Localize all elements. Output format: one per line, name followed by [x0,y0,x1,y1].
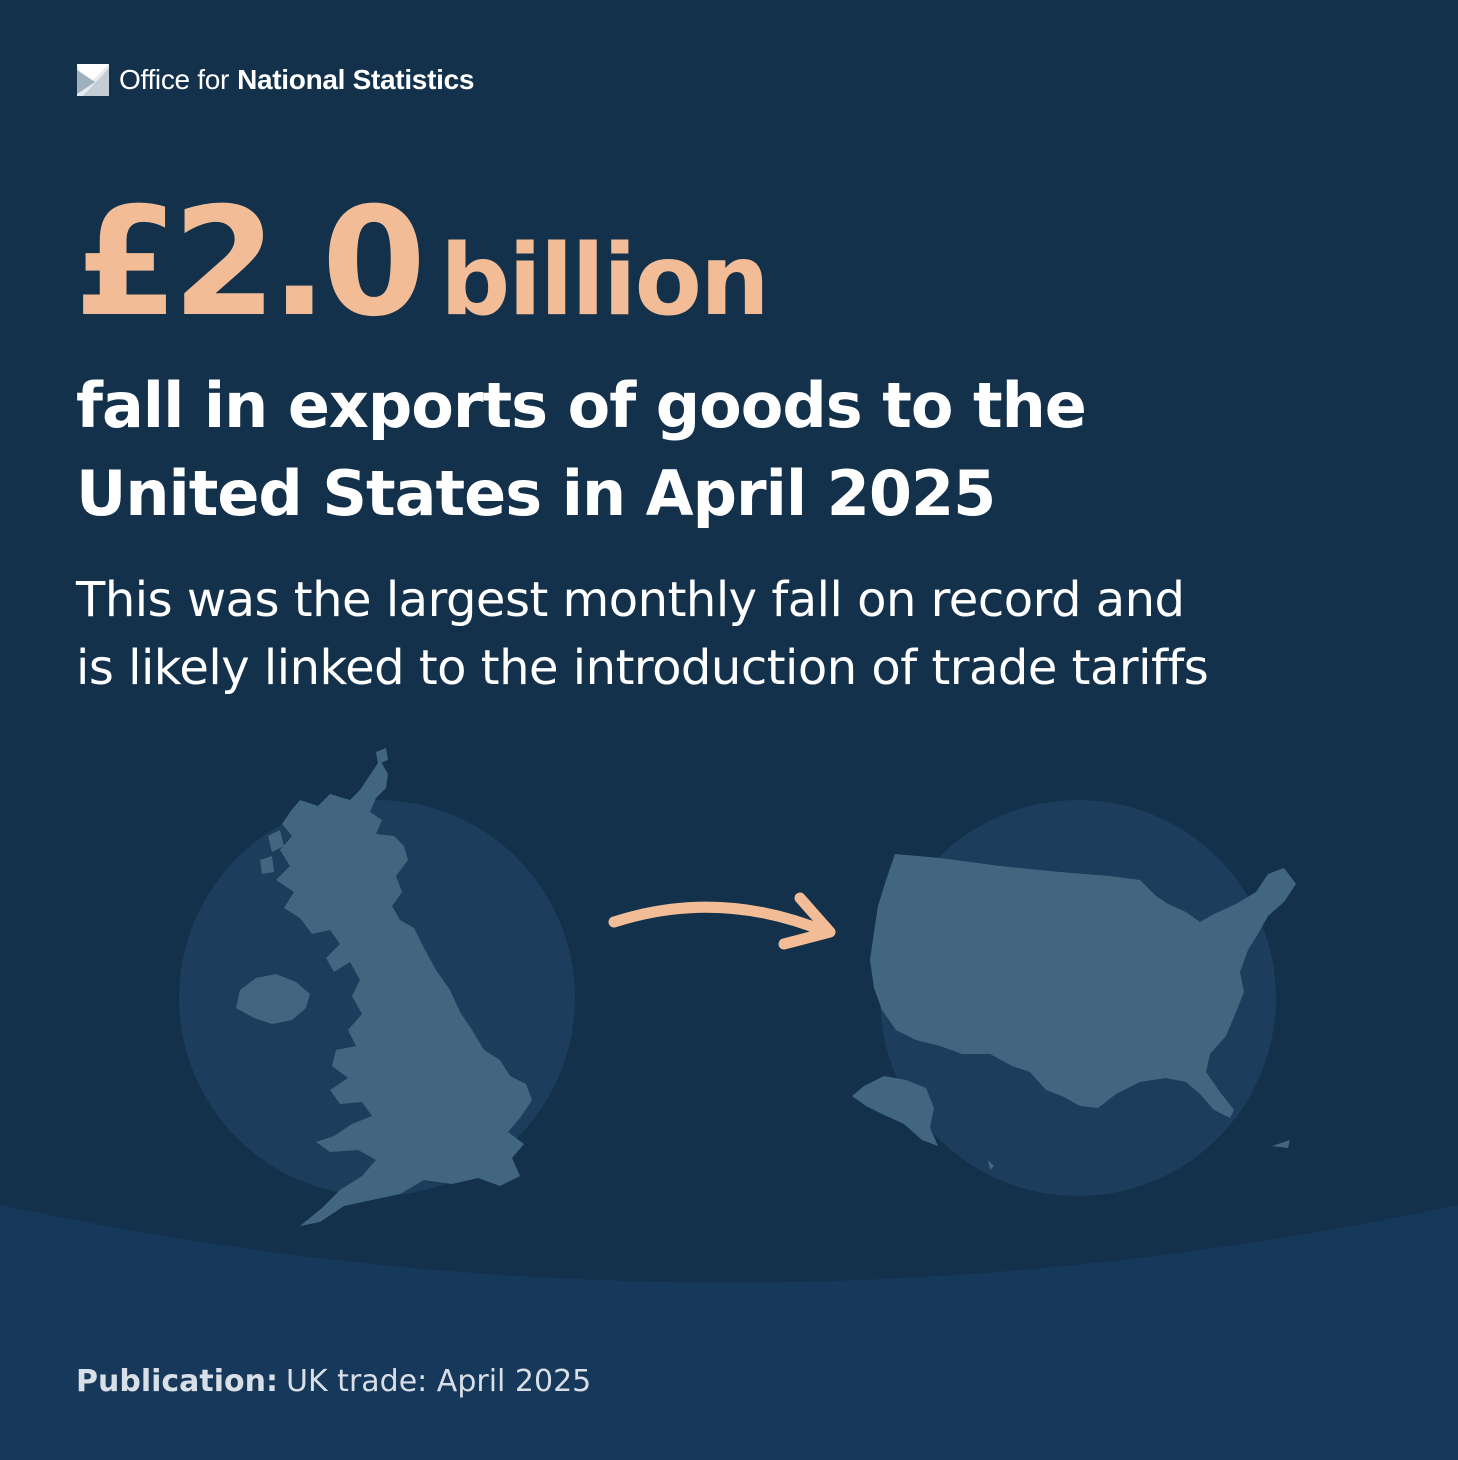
headline-line-2: United States in April 2025 [76,457,996,530]
figure-amount: £2.0 [74,176,426,350]
uk-map-icon [179,748,575,1226]
headline-line-1: fall in exports of goods to the [76,369,1087,442]
logo-name-text: National Statistics [237,64,475,95]
headline-figure: £2.0 billion [74,188,770,338]
subtext-line-1: This was the largest monthly fall on rec… [76,572,1185,628]
figure-unit: billion [440,224,770,338]
trade-illustration [179,748,1296,1226]
publication-footer: Publication: UK trade: April 2025 [76,1364,591,1399]
ons-logo: Office for National Statistics [75,62,474,98]
usa-map-icon [852,800,1296,1196]
subtext-line-2: is likely linked to the introduction of … [76,640,1209,696]
ons-logo-icon [77,64,109,96]
logo-office-text: Office for [119,64,230,95]
headline-text: fall in exports of goods to the United S… [76,362,1396,538]
subtext: This was the largest monthly fall on rec… [76,566,1416,702]
publication-label: Publication: [76,1364,279,1399]
arrow-right-icon [608,892,836,950]
publication-title: UK trade: April 2025 [286,1364,592,1399]
